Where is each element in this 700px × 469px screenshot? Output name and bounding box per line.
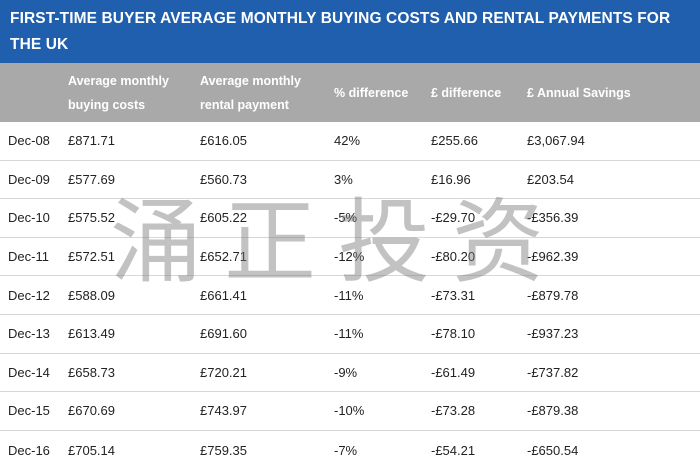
- cell-annual: -£879.38: [527, 403, 579, 419]
- cell-annual: -£356.39: [527, 210, 579, 226]
- table-row: Dec-14 £658.73 £720.21 -9% -£61.49 -£737…: [0, 354, 700, 393]
- table-row: Dec-12 £588.09 £661.41 -11% -£73.31 -£87…: [0, 276, 700, 315]
- cell-rental: £560.73: [200, 171, 247, 187]
- cell-date: Dec-08: [8, 133, 50, 149]
- table-row: Dec-08 £871.71 £616.05 42% £255.66 £3,06…: [0, 122, 700, 161]
- cell-annual: -£937.23: [527, 326, 579, 342]
- cell-annual: -£879.78: [527, 287, 579, 303]
- cell-date: Dec-12: [8, 287, 50, 303]
- cell-rental: £720.21: [200, 364, 247, 380]
- cell-buying: £577.69: [68, 171, 115, 187]
- table-row: Dec-11 £572.51 £652.71 -12% -£80.20 -£96…: [0, 238, 700, 277]
- cell-pct: 42%: [334, 133, 361, 149]
- cell-annual: £203.54: [527, 171, 574, 187]
- cell-diff: -£54.21: [431, 442, 476, 458]
- cell-pct: -5%: [334, 210, 358, 226]
- cell-diff: -£29.70: [431, 210, 476, 226]
- header-rental-payment: Average monthly rental payment: [200, 73, 301, 112]
- cell-buying: £588.09: [68, 287, 115, 303]
- cell-date: Dec-13: [8, 326, 50, 342]
- cell-date: Dec-09: [8, 171, 50, 187]
- cell-pct: -12%: [334, 249, 365, 265]
- cell-diff: £255.66: [431, 133, 478, 149]
- cell-date: Dec-15: [8, 403, 50, 419]
- cell-buying: £572.51: [68, 249, 115, 265]
- cell-pct: -11%: [334, 287, 364, 303]
- table-row: Dec-10 £575.52 £605.22 -5% -£29.70 -£356…: [0, 199, 700, 238]
- header-percent-difference: % difference: [334, 85, 409, 100]
- header-annual-savings: £ Annual Savings: [527, 85, 631, 100]
- cell-rental: £652.71: [200, 249, 247, 265]
- cell-annual: £3,067.94: [527, 133, 585, 149]
- title-bar: FIRST-TIME BUYER AVERAGE MONTHLY BUYING …: [0, 0, 700, 63]
- cell-diff: -£78.10: [431, 326, 476, 342]
- cell-buying: £613.49: [68, 326, 115, 342]
- page-title: FIRST-TIME BUYER AVERAGE MONTHLY BUYING …: [10, 10, 671, 53]
- cell-buying: £871.71: [68, 133, 115, 149]
- cell-buying: £658.73: [68, 364, 115, 380]
- table-row: Dec-13 £613.49 £691.60 -11% -£78.10 -£93…: [0, 315, 700, 354]
- cell-pct: -7%: [334, 442, 358, 458]
- cell-rental: £743.97: [200, 403, 247, 419]
- cell-diff: -£73.31: [431, 287, 476, 303]
- cell-pct: -9%: [334, 364, 358, 380]
- cell-diff: £16.96: [431, 171, 471, 187]
- cell-buying: £705.14: [68, 442, 115, 458]
- cell-date: Dec-14: [8, 364, 50, 380]
- header-pound-difference: £ difference: [431, 85, 502, 100]
- cell-diff: -£80.20: [431, 249, 476, 265]
- cell-buying: £575.52: [68, 210, 115, 226]
- cell-buying: £670.69: [68, 403, 115, 419]
- cell-rental: £759.35: [200, 442, 247, 458]
- cell-diff: -£73.28: [431, 403, 476, 419]
- table-row: Dec-15 £670.69 £743.97 -10% -£73.28 -£87…: [0, 392, 700, 431]
- cell-annual: -£737.82: [527, 364, 579, 380]
- cell-rental: £661.41: [200, 287, 247, 303]
- cell-pct: 3%: [334, 171, 353, 187]
- header-buying-costs: Average monthly buying costs: [68, 73, 169, 112]
- cell-annual: -£650.54: [527, 442, 579, 458]
- cell-date: Dec-10: [8, 210, 50, 226]
- cell-rental: £691.60: [200, 326, 247, 342]
- table-body: Dec-08 £871.71 £616.05 42% £255.66 £3,06…: [0, 122, 700, 469]
- cell-annual: -£962.39: [527, 249, 579, 265]
- cell-rental: £616.05: [200, 133, 247, 149]
- table-row: Dec-09 £577.69 £560.73 3% £16.96 £203.54: [0, 161, 700, 200]
- cell-date: Dec-11: [8, 249, 49, 265]
- table-row: Dec-16 £705.14 £759.35 -7% -£54.21 -£650…: [0, 431, 700, 469]
- cell-pct: -11%: [334, 326, 364, 342]
- cell-rental: £605.22: [200, 210, 247, 226]
- cell-date: Dec-16: [8, 442, 50, 458]
- table-header: Average monthly buying costs Average mon…: [0, 63, 700, 122]
- cell-diff: -£61.49: [431, 364, 476, 380]
- cell-pct: -10%: [334, 403, 365, 419]
